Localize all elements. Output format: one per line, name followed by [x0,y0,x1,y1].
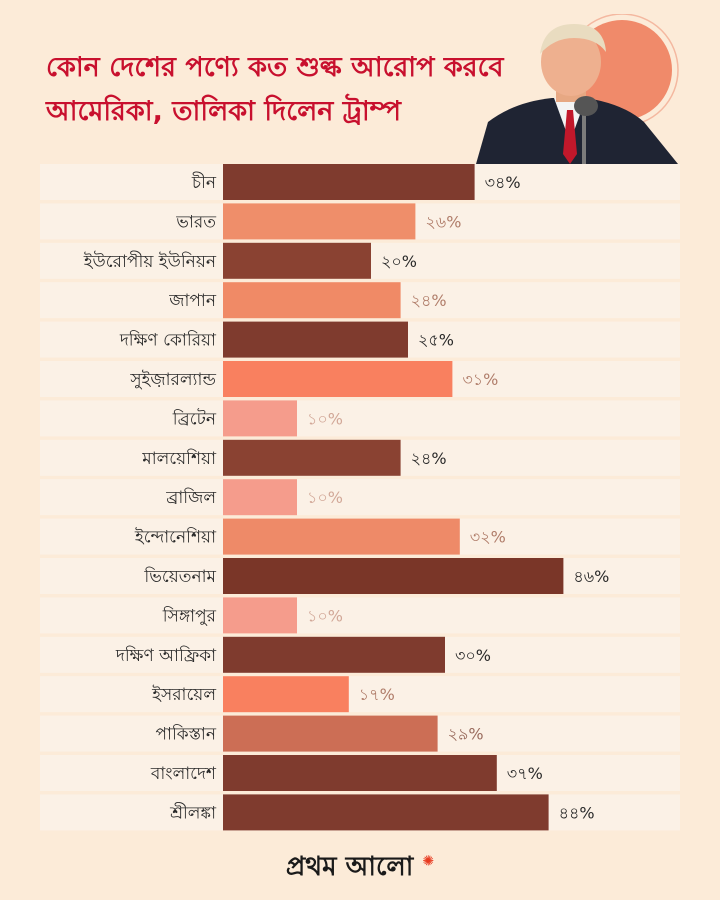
category-label: শ্রীলঙ্কা [169,802,217,823]
sun-circle [572,20,672,120]
bar [223,203,416,240]
value-label: ৩০% [455,646,491,665]
bar [223,518,460,555]
value-label: ২৯% [448,725,484,744]
row-background [40,676,680,713]
prothom-alo-logo: প্রথম আলো ✺ [0,846,720,886]
value-label: ৩৪% [485,173,521,192]
logo-text: প্রথম আলো [285,852,414,882]
category-label: ইন্দোনেশিয়া [134,527,217,548]
value-label: ৪৪% [559,803,595,822]
category-label: সিঙ্গাপুর [162,605,217,626]
bar [223,479,297,516]
value-label: ২৪% [411,291,447,310]
category-label: চীন [191,172,217,193]
bar [223,439,401,476]
category-label: দক্ষিণ কোরিয়া [119,330,217,351]
bar [223,282,401,319]
value-label: ১৭% [359,685,395,704]
bar [223,361,453,397]
bar [223,242,371,279]
value-label: ৩৭% [507,764,543,783]
value-label: ৩২% [470,528,506,547]
category-label: জাপান [168,291,217,311]
title-line-1: কোন দেশের পণ্যে কত শুল্ক আরোপ করবে [46,52,504,83]
title-line-2: আমেরিকা, তালিকা দিলেন ট্রাম্প [46,96,402,127]
bar [223,321,408,358]
bar [223,164,475,200]
value-label: ৪৬% [573,567,609,586]
value-label: ১০% [307,606,343,625]
bar [223,755,497,791]
value-label: ২৬% [425,212,461,231]
value-label: ২৪% [411,449,447,468]
category-label: ইসরায়েল [151,685,216,705]
bar [223,676,349,713]
category-label: পাকিস্তান [155,724,216,745]
category-label: বাংলাদেশ [150,764,217,784]
category-label: ব্রাজিল [165,487,216,508]
value-label: ২০% [381,252,417,271]
row-background [40,597,680,634]
bar [223,400,297,437]
category-label: দক্ষিণ আফ্রিকা [115,645,217,666]
row-background [40,479,680,516]
category-label: ভারত [175,212,216,232]
value-label: ৩১% [462,370,498,389]
bars-layer: চীন ৩৪% ভারত ২৬% ইউরোপীয় ইউনিয়ন ২০% জাপান ২৪%… [40,164,680,831]
value-label: ১০% [307,488,343,507]
bar [223,794,549,831]
bar [223,597,297,634]
value-label: ১০% [307,409,343,428]
page-title: কোন দেশের পণ্যে কত শুল্ক আরোপ করবে আমেরি… [46,46,516,134]
bar [223,636,445,673]
category-label: সুইজ়ারল্যান্ড [129,370,216,390]
category-label: ব্রিটেন [172,408,217,429]
speaker-photo [474,14,680,164]
row-background [40,400,680,437]
tariff-bar-chart: চীন ৩৪% ভারত ২৬% ইউরোপীয় ইউনিয়ন ২০% জাপান ২৪%… [40,164,680,832]
bar [223,558,564,594]
category-label: ইউরোপীয় ইউনিয়ন [83,251,217,272]
sun-icon: ✺ [422,853,435,870]
value-label: ২৫% [418,331,454,350]
bar [223,715,438,752]
category-label: ভিয়েতনাম [143,566,216,587]
category-label: মালয়েশিয়া [141,448,217,469]
